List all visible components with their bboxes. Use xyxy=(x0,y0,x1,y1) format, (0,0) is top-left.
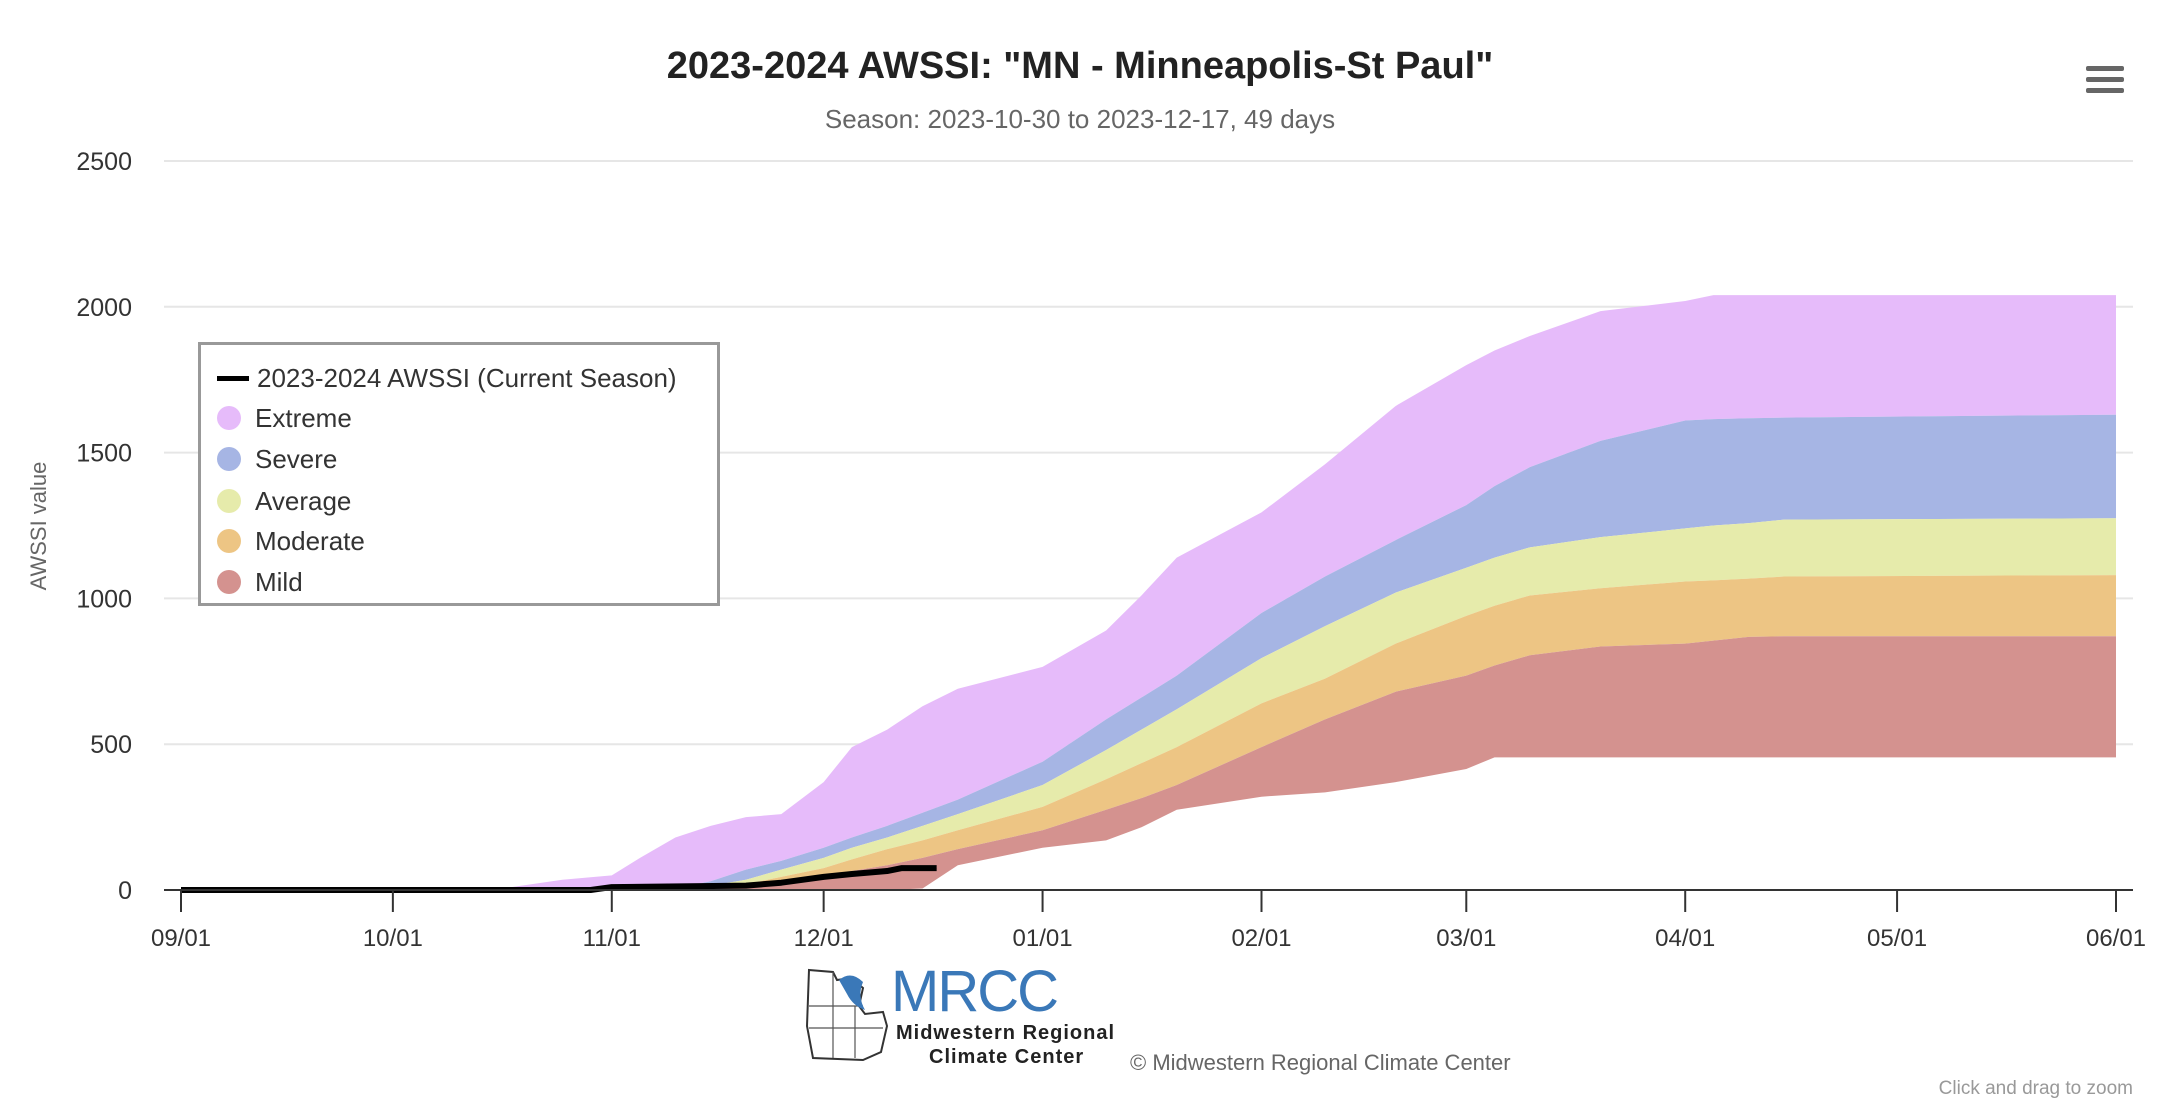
band-severe xyxy=(181,414,2116,890)
chart-subtitle: Season: 2023-10-30 to 2023-12-17, 49 day… xyxy=(824,104,1336,134)
dot-marker-icon xyxy=(217,529,241,553)
x-tick-label: 02/01 xyxy=(1231,925,1291,952)
x-tick-label: 09/01 xyxy=(151,925,211,952)
band-average xyxy=(181,518,2116,890)
credit-text: © Midwestern Regional Climate Center xyxy=(1130,1050,1511,1075)
band-moderate xyxy=(181,575,2116,890)
logo-line1: Midwestern Regional xyxy=(896,1022,1116,1044)
band-extreme xyxy=(181,295,2116,890)
y-tick-label: 1000 xyxy=(76,585,132,613)
x-tick-label: 01/01 xyxy=(1013,925,1073,952)
x-tick-label: 06/01 xyxy=(2086,925,2146,952)
x-tick-label: 10/01 xyxy=(363,925,423,952)
legend-item-moderate[interactable]: Moderate xyxy=(217,523,365,559)
hamburger-menu-icon[interactable] xyxy=(2086,66,2124,96)
legend-item-average[interactable]: Average xyxy=(217,483,351,519)
logo-mark: MRCC xyxy=(891,959,1059,1024)
legend-item-current-season[interactable]: 2023-2024 AWSSI (Current Season) xyxy=(217,360,677,396)
line-marker-icon xyxy=(217,375,249,381)
series-line-current-season xyxy=(181,865,937,893)
chart-title: 2023-2024 AWSSI: "MN - Minneapolis-St Pa… xyxy=(666,45,1494,87)
band-mild xyxy=(181,636,2116,890)
axes: 0 500 1000 1500 2000 2500 09/01 10/01 11/01 12/01… xyxy=(76,148,2146,952)
legend-item-mild[interactable]: Mild xyxy=(217,564,303,600)
legend-item-severe[interactable]: Severe xyxy=(217,441,337,477)
x-tick-label: 05/01 xyxy=(1867,925,1927,952)
zoom-hint: Click and drag to zoom xyxy=(1938,1078,2133,1099)
y-tick-label: 500 xyxy=(90,731,132,759)
legend: 2023-2024 AWSSI (Current Season) Extreme… xyxy=(198,342,720,606)
y-tick-label: 0 xyxy=(118,877,132,905)
current-season-series xyxy=(180,865,937,893)
x-tick-label: 11/01 xyxy=(583,925,641,952)
legend-item-extreme[interactable]: Extreme xyxy=(217,400,352,436)
y-axis-label: AWSSI value xyxy=(26,461,51,591)
y-tick-label: 2500 xyxy=(76,148,132,176)
x-tick-label: 04/01 xyxy=(1655,925,1715,952)
dot-marker-icon xyxy=(217,406,241,430)
x-tick-label: 03/01 xyxy=(1436,925,1496,952)
dot-marker-icon xyxy=(217,447,241,471)
percentile-bands xyxy=(181,295,2116,890)
y-tick-label: 2000 xyxy=(76,294,132,322)
mrcc-logo: MRCC Midwestern Regional Climate Center xyxy=(803,959,1123,1070)
logo-line2: Climate Center xyxy=(929,1046,1085,1068)
dot-marker-icon xyxy=(217,489,241,513)
y-tick-label: 1500 xyxy=(76,440,132,468)
midwest-map-icon xyxy=(805,968,889,1062)
x-tick-label: 12/01 xyxy=(794,925,854,952)
dot-marker-icon xyxy=(217,570,241,594)
